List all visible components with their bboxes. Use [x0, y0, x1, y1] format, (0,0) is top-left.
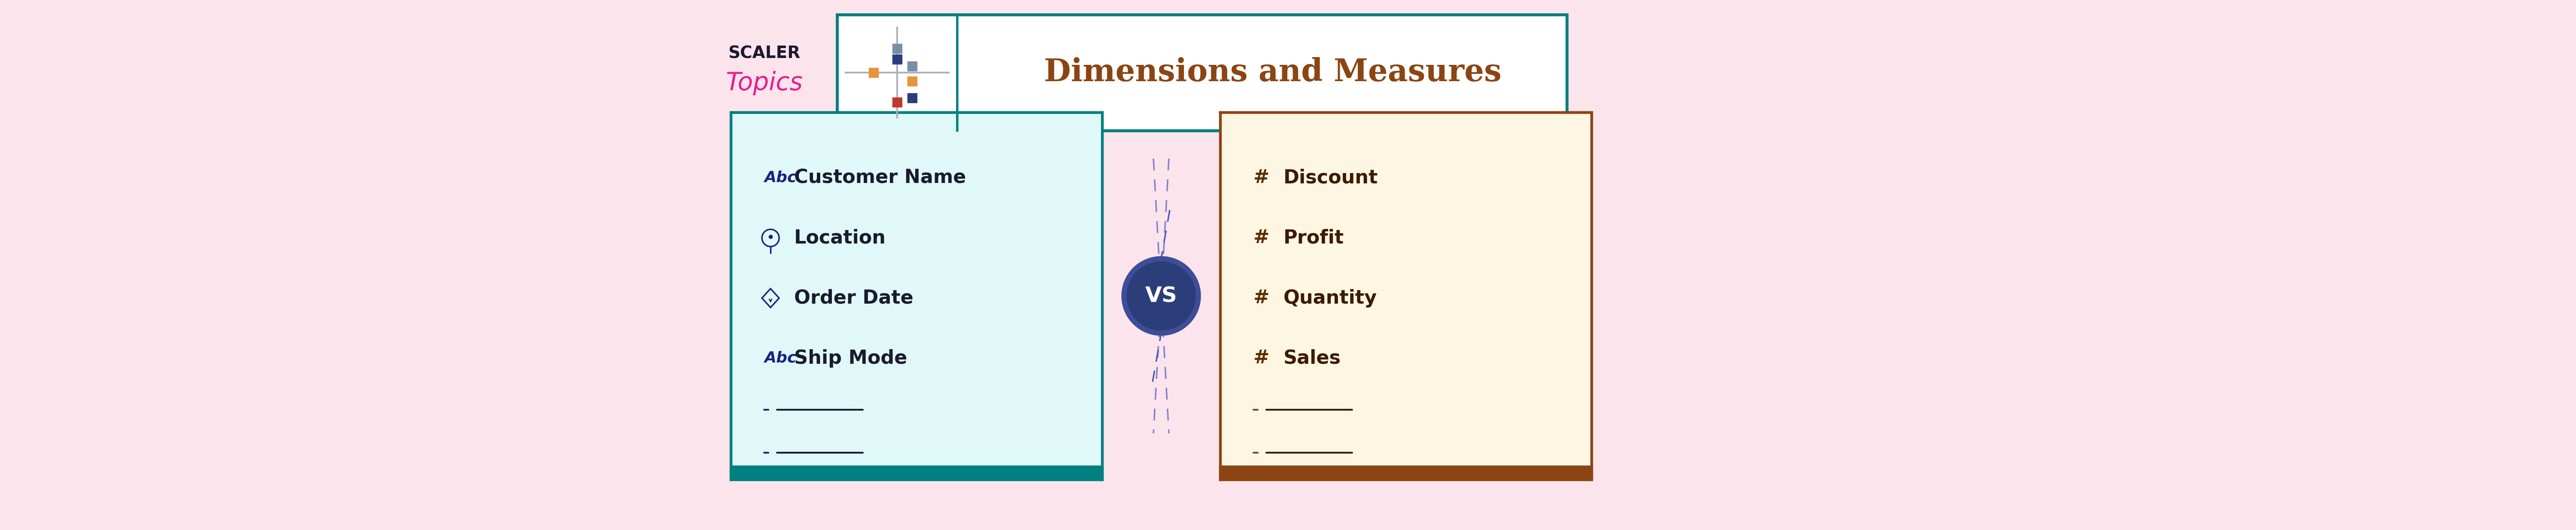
FancyBboxPatch shape: [837, 15, 1566, 130]
Bar: [891, 55, 902, 64]
Text: Abc: Abc: [765, 171, 796, 185]
Text: Location: Location: [793, 229, 886, 247]
Bar: [891, 98, 902, 107]
Text: Profit: Profit: [1283, 229, 1345, 247]
Circle shape: [1126, 262, 1195, 330]
FancyBboxPatch shape: [729, 111, 1103, 467]
Circle shape: [1121, 257, 1200, 335]
Text: SCALER: SCALER: [729, 45, 801, 61]
Text: Topics: Topics: [726, 71, 804, 95]
Bar: [1218, 465, 1592, 481]
Bar: [868, 68, 878, 77]
Text: Sales: Sales: [1283, 349, 1342, 367]
Text: Order Date: Order Date: [793, 289, 914, 307]
Text: #: #: [1255, 349, 1270, 367]
Text: Quantity: Quantity: [1283, 289, 1378, 307]
Bar: [729, 111, 1103, 113]
Bar: [729, 465, 1103, 481]
Text: Customer Name: Customer Name: [793, 169, 966, 187]
FancyBboxPatch shape: [1218, 111, 1592, 467]
Bar: [907, 61, 917, 71]
Text: Discount: Discount: [1283, 169, 1378, 187]
Text: Ship Mode: Ship Mode: [793, 349, 907, 367]
Text: Dimensions and Measures: Dimensions and Measures: [1043, 57, 1502, 88]
Bar: [1218, 111, 1592, 113]
Text: #: #: [1255, 229, 1270, 247]
Bar: [891, 44, 902, 53]
Text: #: #: [1255, 169, 1270, 187]
Text: #: #: [1255, 289, 1270, 307]
Bar: [907, 76, 917, 86]
Text: VS: VS: [1146, 286, 1177, 306]
Bar: [907, 93, 917, 103]
Text: Abc: Abc: [765, 351, 796, 366]
